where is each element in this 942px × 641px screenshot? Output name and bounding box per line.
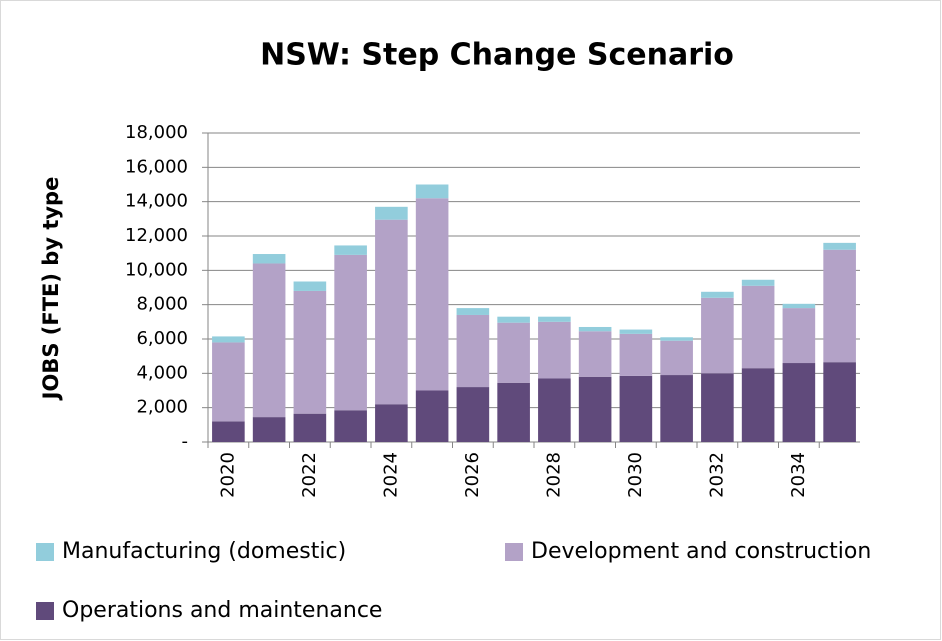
bar-segment <box>415 184 449 199</box>
bar-segment <box>823 249 856 363</box>
bar-segment <box>497 322 530 383</box>
y-tick-label: 14,000 <box>125 191 188 212</box>
bar-segment <box>334 410 367 442</box>
bar-segment <box>415 390 449 442</box>
bar-segment <box>701 297 734 374</box>
bar-segment <box>741 279 775 286</box>
bar-segment <box>619 333 653 376</box>
bar-segment <box>578 331 612 377</box>
bar-segment <box>619 329 653 334</box>
bar-segment <box>252 417 286 442</box>
legend-label: Manufacturing (domestic) <box>62 539 346 564</box>
bar-segment <box>823 242 856 250</box>
bar-segment <box>497 382 530 442</box>
bar-segment <box>538 316 571 322</box>
bar-segment <box>701 373 734 442</box>
bar-segment <box>538 321 571 379</box>
x-tick-label: 2024 <box>380 452 401 498</box>
bar-segment <box>701 291 734 298</box>
x-tick-label: 2026 <box>462 452 483 498</box>
bar-segment <box>456 308 490 315</box>
x-tick-label: 2030 <box>625 452 646 498</box>
bar-segment <box>782 308 816 364</box>
x-tick-label: 2028 <box>543 452 564 498</box>
bar-segment <box>578 376 612 442</box>
bar-segment <box>538 378 571 442</box>
legend-swatch <box>505 543 523 561</box>
legend-label: Development and construction <box>531 539 871 564</box>
bar-segment <box>497 316 530 323</box>
bar-segment <box>578 326 612 332</box>
x-tick-label: 2032 <box>706 452 727 498</box>
y-tick-label: 10,000 <box>125 259 188 280</box>
bar-segment <box>334 254 367 411</box>
bar-segment <box>212 336 245 343</box>
bar-segment <box>252 263 286 418</box>
legend-swatch <box>36 543 54 561</box>
bar-segment <box>660 375 693 442</box>
bar-segment <box>212 421 245 442</box>
bar-segment <box>252 254 286 264</box>
bar-segment <box>293 290 327 414</box>
bar-segment <box>334 245 367 255</box>
bar-segment <box>375 219 408 405</box>
bar-segment <box>660 337 693 341</box>
bar-segment <box>293 281 327 291</box>
bar-segment <box>456 314 490 388</box>
y-tick-label: 12,000 <box>125 225 188 246</box>
x-tick-label: 2034 <box>788 452 809 498</box>
bar-segment <box>782 303 816 309</box>
y-tick-label: - <box>182 431 189 452</box>
chart-title: NSW: Step Change Scenario <box>260 38 734 73</box>
legend-swatch <box>36 602 54 620</box>
x-tick-label: 2020 <box>217 452 238 498</box>
y-tick-label: 8,000 <box>136 294 188 315</box>
bar-segment <box>293 413 327 442</box>
y-tick-label: 2,000 <box>136 397 188 418</box>
y-tick-label: 4,000 <box>136 362 188 383</box>
y-tick-label: 6,000 <box>136 328 188 349</box>
bar-segment <box>456 387 490 442</box>
y-tick-label: 18,000 <box>125 122 188 143</box>
bar-segment <box>375 206 408 220</box>
y-tick-label: 16,000 <box>125 156 188 177</box>
bar-segment <box>741 285 775 369</box>
bar-segment <box>660 340 693 376</box>
bar-segment <box>823 362 856 442</box>
bar-segment <box>375 404 408 442</box>
x-tick-label: 2022 <box>299 452 320 498</box>
bar-segment <box>619 375 653 442</box>
bar-segment <box>415 198 449 391</box>
bar-segment <box>782 363 816 442</box>
legend-label: Operations and maintenance <box>62 598 382 623</box>
bar-segment <box>741 368 775 442</box>
y-axis-label: JOBS (FTE) by type <box>39 177 63 402</box>
bar-segment <box>212 342 245 422</box>
